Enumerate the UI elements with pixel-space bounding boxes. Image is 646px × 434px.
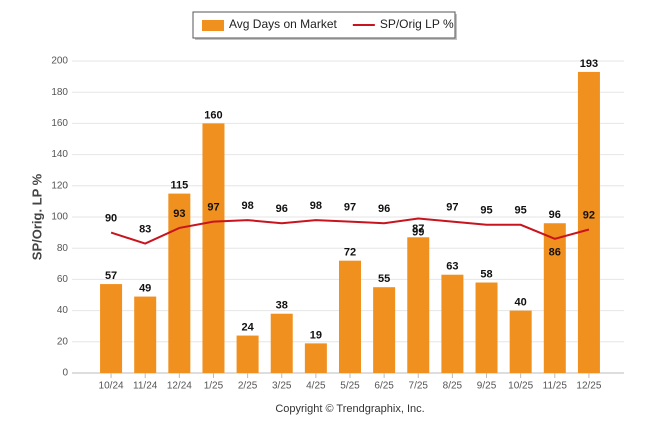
bar-value-label: 87 (412, 223, 424, 235)
y-tick-label: 100 (51, 212, 68, 223)
x-tick-label: 10/24 (99, 381, 124, 392)
y-tick-label: 140 (51, 149, 68, 160)
legend-label: SP/Orig LP % (380, 17, 454, 31)
bar-value-label: 24 (241, 321, 254, 333)
bar-value-label: 96 (549, 209, 561, 221)
y-tick-label: 200 (51, 56, 68, 67)
line-value-label: 95 (480, 205, 492, 217)
bar-value-label: 58 (480, 268, 492, 280)
x-tick-label: 5/25 (340, 381, 360, 392)
line (110, 217, 590, 245)
bar-value-label: 57 (105, 270, 117, 282)
y-tick-label: 160 (51, 118, 68, 129)
x-tick-label: 11/24 (133, 381, 158, 392)
bar (168, 193, 191, 373)
x-tick-label: 6/25 (374, 381, 394, 392)
x-tick-label: 2/25 (238, 381, 258, 392)
bar (577, 71, 600, 374)
x-tick-label: 12/25 (576, 381, 601, 392)
bar-value-label: 55 (378, 273, 390, 285)
y-tick-label: 120 (51, 180, 68, 191)
bar-value-label: 38 (276, 300, 288, 312)
bar-value-label: 19 (310, 329, 322, 341)
bar-value-label: 63 (446, 261, 458, 273)
bar-value-label: 193 (580, 58, 598, 70)
bar (339, 260, 361, 373)
x-tick-label: 9/25 (477, 381, 497, 392)
line-value-label: 92 (583, 209, 595, 221)
bar-value-label: 115 (170, 180, 188, 192)
bar-value-label: 160 (204, 109, 222, 121)
line-value-label: 98 (241, 200, 253, 212)
line-value-label: 90 (105, 213, 117, 225)
bar-value-label: 72 (344, 247, 356, 259)
y-axis-label: SP/Orig. LP % (29, 173, 44, 260)
bar (304, 343, 327, 373)
bar (236, 335, 259, 373)
line-value-label: 96 (276, 203, 288, 215)
bar (202, 123, 225, 374)
x-tick-label: 10/25 (508, 381, 533, 392)
x-tick-label: 1/25 (204, 381, 224, 392)
y-tick-label: 20 (57, 336, 69, 347)
line-value-label: 99 (412, 226, 424, 238)
line-value-label: 96 (378, 203, 390, 215)
x-tick-label: 4/25 (306, 381, 326, 392)
bar (270, 313, 293, 373)
bar (407, 237, 430, 373)
bar-value-label: 49 (139, 282, 151, 294)
x-tick-label: 12/24 (167, 381, 192, 392)
line-value-label: 83 (139, 223, 151, 235)
y-tick-label: 40 (57, 305, 69, 316)
legend-box (192, 11, 456, 39)
line-value-label: 93 (173, 208, 185, 220)
line-value-label: 98 (310, 200, 322, 212)
line-value-label: 86 (549, 247, 561, 259)
legend-swatch (202, 20, 224, 31)
line-value-label: 97 (344, 202, 356, 214)
y-tick-label: 60 (57, 274, 69, 285)
x-tick-label: 7/25 (409, 381, 429, 392)
bar (509, 310, 532, 373)
line-value-label: 97 (446, 202, 458, 214)
bar-value-label: 40 (515, 297, 527, 309)
bar (543, 223, 566, 373)
line-value-label: 97 (207, 202, 219, 214)
y-tick-label: 180 (51, 87, 68, 98)
legend-label: Avg Days on Market (229, 17, 337, 31)
x-tick-label: 8/25 (443, 381, 463, 392)
bar (100, 284, 123, 373)
y-tick-label: 80 (57, 243, 69, 254)
bar (373, 287, 396, 373)
bar (441, 274, 464, 373)
bar (134, 296, 157, 373)
footer: Copyright © Trendgraphix, Inc. (275, 403, 424, 415)
bar (475, 282, 498, 373)
line-value-label: 95 (515, 205, 527, 217)
x-tick-label: 3/25 (272, 381, 292, 392)
y-tick-label: 0 (62, 368, 68, 379)
x-tick-label: 11/25 (543, 381, 568, 392)
